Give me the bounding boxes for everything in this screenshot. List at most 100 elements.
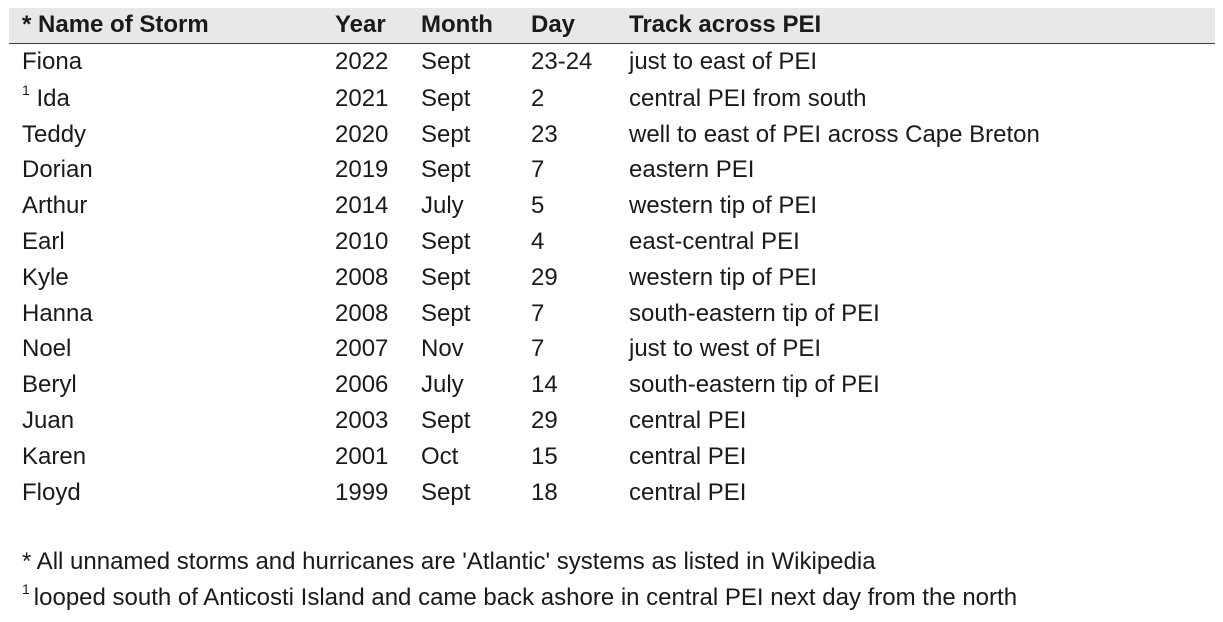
cell-day-text: 23 <box>531 120 558 148</box>
cell-track: south-eastern tip of PEI <box>629 296 1215 332</box>
cell-month-text: Sept <box>421 299 471 327</box>
header-year: Year <box>335 8 421 44</box>
cell-name-text: Juan <box>22 407 75 435</box>
cell-name: Noel <box>9 332 335 368</box>
cell-track: western tip of PEI <box>629 260 1215 296</box>
cell-year-text: 2001 <box>335 442 389 470</box>
cell-name-text: Kyle <box>22 263 69 291</box>
cell-track: central PEI <box>629 403 1215 439</box>
cell-track-text: eastern PEI <box>629 156 755 184</box>
cell-name: Dorian <box>9 153 335 189</box>
cell-track: central PEI from south <box>629 81 1215 117</box>
table-row: Hanna 2008 Sept 7 south-eastern tip of PEI <box>9 296 1215 332</box>
cell-day-text: 23-24 <box>531 48 593 76</box>
cell-day-text: 29 <box>531 407 558 435</box>
cell-year-text: 2006 <box>335 371 389 399</box>
cell-name: Juan <box>9 403 335 439</box>
cell-day-text: 7 <box>531 335 545 363</box>
cell-day-text: 14 <box>531 371 558 399</box>
cell-track-text: central PEI <box>629 407 747 435</box>
cell-year-text: 2022 <box>335 48 389 76</box>
cell-year-text: 1999 <box>335 478 389 506</box>
cell-month: Sept <box>421 296 531 332</box>
cell-year: 1999 <box>335 475 421 511</box>
cell-day: 18 <box>531 475 629 511</box>
footnotes: * All unnamed storms and hurricanes are … <box>22 547 1017 619</box>
cell-month-text: Sept <box>421 120 471 148</box>
cell-year: 2021 <box>335 81 421 117</box>
cell-track-text: south-eastern tip of PEI <box>629 299 880 327</box>
cell-day: 5 <box>531 188 629 224</box>
cell-month: July <box>421 188 531 224</box>
cell-month-text: Sept <box>421 156 471 184</box>
cell-day-text: 2 <box>531 84 545 112</box>
cell-year-text: 2010 <box>335 228 389 256</box>
cell-name-text: Karen <box>22 442 87 470</box>
cell-name: Earl <box>9 224 335 260</box>
cell-month-text: July <box>421 192 464 220</box>
header-month: Month <box>421 8 531 44</box>
cell-day-text: 15 <box>531 442 558 470</box>
cell-name: Beryl <box>9 367 335 403</box>
cell-day-text: 7 <box>531 299 545 327</box>
cell-track: central PEI <box>629 475 1215 511</box>
cell-day: 7 <box>531 153 629 189</box>
cell-year-text: 2021 <box>335 84 389 112</box>
cell-day: 4 <box>531 224 629 260</box>
cell-day: 23 <box>531 117 629 153</box>
footnote-text: looped south of Anticosti Island and cam… <box>33 584 1018 611</box>
cell-year: 2003 <box>335 403 421 439</box>
cell-day-text: 7 <box>531 156 545 184</box>
cell-day-text: 18 <box>531 478 558 506</box>
cell-month: Sept <box>421 260 531 296</box>
cell-month: Sept <box>421 81 531 117</box>
cell-month-text: Sept <box>421 263 471 291</box>
cell-name-text: Beryl <box>22 371 77 399</box>
cell-track: well to east of PEI across Cape Breton <box>629 117 1215 153</box>
cell-year-text: 2019 <box>335 156 389 184</box>
cell-track: eastern PEI <box>629 153 1215 189</box>
cell-day: 29 <box>531 403 629 439</box>
cell-day: 14 <box>531 367 629 403</box>
cell-year: 2008 <box>335 260 421 296</box>
cell-name: Hanna <box>9 296 335 332</box>
cell-month: Oct <box>421 439 531 475</box>
cell-day-text: 5 <box>531 192 545 220</box>
table-row: Teddy 2020 Sept 23 well to east of PEI acros… <box>9 117 1215 153</box>
cell-year: 2010 <box>335 224 421 260</box>
cell-track: central PEI <box>629 439 1215 475</box>
table-body: Fiona 2022 Sept 23-24 just to east of PEI 1 I… <box>9 43 1215 511</box>
cell-day: 7 <box>531 296 629 332</box>
cell-track-text: just to west of PEI <box>629 335 822 363</box>
footnote-marker: 1 <box>22 581 30 597</box>
cell-track-text: western tip of PEI <box>629 263 818 291</box>
cell-track-text: east-central PEI <box>629 228 800 256</box>
cell-name-text: Dorian <box>22 156 93 184</box>
table-row: 1 Ida 2021 Sept 2 central PEI from south <box>9 81 1215 117</box>
table-row: Dorian 2019 Sept 7 eastern PEI <box>9 153 1215 189</box>
cell-year: 2019 <box>335 153 421 189</box>
cell-track: east-central PEI <box>629 224 1215 260</box>
table-row: Beryl 2006 July 14 south-eastern tip of PEI <box>9 367 1215 403</box>
cell-name-text: Earl <box>22 228 65 256</box>
cell-track: south-eastern tip of PEI <box>629 367 1215 403</box>
cell-name: Karen <box>9 439 335 475</box>
cell-month: Nov <box>421 332 531 368</box>
cell-day-text: 4 <box>531 228 545 256</box>
cell-month-text: July <box>421 371 464 399</box>
cell-track: just to west of PEI <box>629 332 1215 368</box>
cell-name-text: Hanna <box>22 299 93 327</box>
cell-month: July <box>421 367 531 403</box>
asterisk-note: * All unnamed storms and hurricanes are … <box>22 548 876 575</box>
cell-year-text: 2007 <box>335 335 389 363</box>
cell-name-text: Ida <box>36 84 70 112</box>
table-row: Noel 2007 Nov 7 just to west of PEI <box>9 332 1215 368</box>
cell-year: 2022 <box>335 43 421 81</box>
cell-year-text: 2003 <box>335 407 389 435</box>
cell-track-text: central PEI <box>629 478 747 506</box>
cell-name-text: Noel <box>22 335 72 363</box>
table-row: Floyd 1999 Sept 18 central PEI <box>9 475 1215 511</box>
cell-track-text: central PEI <box>629 442 747 470</box>
cell-day-text: 29 <box>531 263 558 291</box>
cell-month: Sept <box>421 117 531 153</box>
